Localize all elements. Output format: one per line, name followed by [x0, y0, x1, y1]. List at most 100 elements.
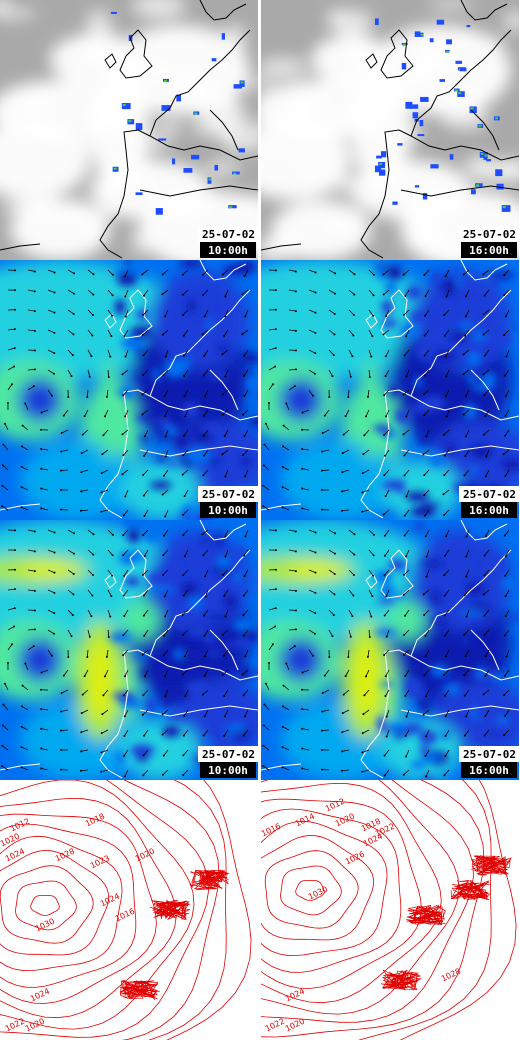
- wind-arrow-head: [80, 731, 83, 734]
- wind-arrow: [101, 769, 109, 773]
- wind-arrow: [444, 449, 450, 456]
- wind-arrow: [242, 289, 249, 295]
- wind-arrow-head: [241, 673, 244, 676]
- wind-arrow: [288, 369, 297, 371]
- wind-arrow-head: [463, 633, 466, 636]
- wind-arrow: [143, 289, 149, 296]
- precip-cell: [155, 208, 163, 215]
- wind-arrow-head: [70, 375, 73, 378]
- wind-arrow-head: [143, 555, 146, 558]
- precip-cell: [135, 192, 143, 196]
- wind-arrow: [164, 689, 169, 697]
- wind-arrow-head: [67, 395, 70, 398]
- isobar: [121, 780, 220, 1040]
- wind-arrow-head: [463, 694, 466, 697]
- wind-arrow-head: [503, 374, 506, 377]
- wind-area: [232, 618, 256, 631]
- wind-arrow-head: [405, 375, 408, 378]
- wind-arrow-head: [352, 334, 355, 337]
- wind-arrow: [87, 309, 94, 316]
- wind-arrow-head: [423, 414, 426, 417]
- wind-arrow: [364, 429, 370, 436]
- wind-arrow-head: [91, 594, 94, 597]
- wind-arrow: [385, 369, 390, 377]
- wind-arrow-head: [182, 334, 185, 337]
- wind-arrow: [385, 489, 390, 497]
- wind-arrow: [164, 609, 169, 617]
- wind-arrow-head: [384, 454, 387, 457]
- wind-arrow-head: [40, 727, 43, 730]
- date-box: [459, 226, 519, 242]
- wind-arrow-head: [162, 654, 165, 657]
- time-box: [461, 242, 517, 258]
- wind-arrow-head: [142, 294, 145, 297]
- precip-cell: [240, 81, 244, 84]
- cloud: [317, 118, 346, 136]
- wind-arrow-head: [201, 533, 204, 536]
- wind-arrow-head: [366, 395, 369, 398]
- wind-arrow: [288, 569, 296, 572]
- wind-arrow-head: [425, 435, 428, 438]
- wind-arrow-head: [164, 315, 167, 318]
- wind-arrow-head: [332, 354, 335, 357]
- wind-area: [492, 723, 508, 735]
- wind-arrow-head: [341, 452, 344, 455]
- wind-arrow: [7, 347, 15, 351]
- wind-arrow: [282, 486, 290, 491]
- wind-arrow: [21, 706, 29, 711]
- wind-arrow-head: [362, 713, 365, 716]
- wind-arrow-head: [70, 635, 73, 638]
- wind-arrow: [368, 589, 373, 597]
- wind-arrow: [403, 269, 410, 275]
- wind-area: [470, 706, 478, 721]
- wind-arrow-head: [124, 495, 127, 498]
- wind-arrow: [222, 449, 229, 455]
- wind-arrow: [164, 669, 169, 677]
- wind-arrow: [244, 569, 249, 577]
- wind-arrow: [163, 529, 169, 536]
- wind-arrow-head: [204, 575, 207, 578]
- cloud: [153, 67, 203, 83]
- wind-arrow: [282, 766, 290, 771]
- coastline: [380, 289, 414, 339]
- cloud: [0, 0, 9, 15]
- wind-area: [135, 754, 149, 762]
- wind-arrow: [41, 409, 49, 413]
- wind-arrow: [386, 709, 390, 717]
- wind-arrow: [423, 389, 430, 395]
- wind-arrow: [505, 389, 510, 397]
- wind-arrow: [362, 729, 370, 734]
- wind-arrow-head: [183, 434, 186, 437]
- wind-arrow: [503, 729, 510, 736]
- wind-area: [386, 600, 426, 640]
- wind-area: [217, 345, 229, 352]
- cloud: [336, 70, 375, 90]
- wind-arrow-head: [122, 634, 125, 637]
- wind-arrow-head: [124, 295, 127, 298]
- wind-arrow-head: [40, 747, 43, 750]
- wind-arrow-head: [223, 715, 226, 718]
- wind-arrow-head: [383, 474, 386, 477]
- cloud: [111, 154, 146, 169]
- wind-arrow-head: [162, 554, 165, 557]
- coastline: [104, 313, 117, 329]
- wind-arrow: [204, 649, 209, 657]
- wind-arrow-head: [371, 335, 374, 338]
- wind-arrow: [223, 329, 229, 337]
- wind-arrow: [7, 588, 15, 591]
- wind-area: [374, 570, 393, 583]
- wind-arrow-head: [182, 454, 185, 457]
- cloud: [0, 8, 37, 19]
- wind-arrow-head: [423, 374, 426, 377]
- wind-arrow: [423, 589, 430, 595]
- wind-arrow: [242, 329, 249, 335]
- wind-arrow: [368, 629, 371, 637]
- wind-area: [215, 533, 223, 548]
- wind-arrow: [384, 529, 390, 536]
- wind-arrow-head: [483, 294, 486, 297]
- wind-arrow-head: [301, 428, 304, 431]
- wind-arrow-head: [221, 413, 224, 416]
- wind-arrow-head: [504, 714, 507, 717]
- wind-area: [184, 355, 192, 361]
